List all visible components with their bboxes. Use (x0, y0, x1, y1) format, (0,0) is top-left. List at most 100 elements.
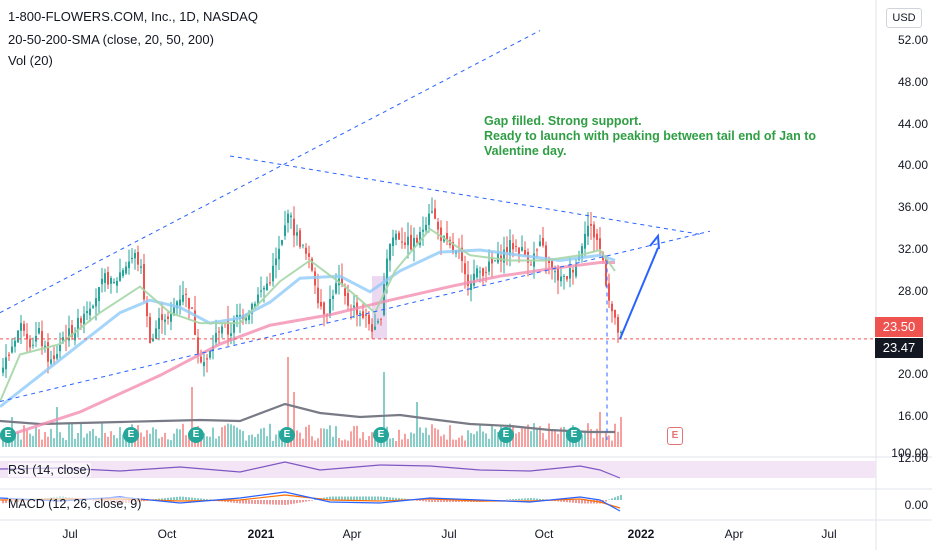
macd-legend[interactable]: MACD (12, 26, close, 9) (8, 497, 142, 511)
volume-bar (119, 427, 121, 447)
candle-body (428, 213, 430, 226)
volume-bar (461, 435, 463, 447)
macd-histogram-bar (536, 498, 538, 500)
volume-bar (425, 427, 427, 447)
candle-body (248, 312, 250, 321)
earnings-marker-icon[interactable]: E (373, 427, 389, 443)
candle-body (200, 356, 202, 363)
candle-body (617, 317, 619, 333)
candle-body (164, 319, 166, 322)
earnings-marker-icon[interactable]: E (566, 427, 582, 443)
macd-histogram-bar (296, 500, 298, 504)
candle-body (80, 318, 82, 323)
earnings-marker-icon[interactable]: E (498, 427, 514, 443)
volume-bar (308, 424, 310, 447)
macd-histogram-bar (557, 500, 559, 502)
candle-body (434, 208, 436, 219)
volume-legend[interactable]: Vol (20) (8, 53, 53, 68)
candle-body (77, 317, 79, 330)
candle-body (512, 243, 514, 250)
macd-histogram-bar (206, 499, 208, 500)
candle-body (476, 268, 478, 278)
earnings-marker-icon[interactable]: E (0, 427, 16, 443)
macd-histogram-bar (335, 496, 337, 500)
macd-histogram-bar (248, 500, 250, 504)
candle-body (95, 298, 97, 307)
candle-body (50, 359, 52, 364)
volume-bar (347, 440, 349, 447)
volume-bar (239, 429, 241, 447)
macd-histogram-bar (290, 500, 292, 505)
earnings-marker-icon[interactable]: E (188, 427, 204, 443)
candle-body (116, 280, 118, 286)
volume-bar (392, 438, 394, 447)
candle-body (119, 272, 121, 281)
volume-bar (581, 434, 583, 447)
candle-body (404, 242, 406, 245)
candle-body (365, 314, 367, 316)
macd-histogram-bar (275, 500, 277, 505)
volume-bar (101, 423, 103, 447)
candle-body (185, 293, 187, 295)
candle-body (236, 314, 238, 318)
volume-bar (245, 440, 247, 447)
volume-bar (470, 433, 472, 447)
candle-body (182, 294, 184, 302)
macd-histogram-bar (173, 497, 175, 500)
candle-body (56, 353, 58, 359)
macd-axis-tick: 0.00 (904, 498, 928, 512)
sma-indicator-legend[interactable]: 20-50-200-SMA (close, 20, 50, 200) (8, 32, 214, 47)
macd-histogram-bar (443, 500, 445, 502)
currency-button[interactable]: USD (886, 8, 922, 28)
earnings-marker-icon[interactable]: E (279, 427, 295, 443)
candle-body (104, 273, 106, 283)
volume-bar (83, 437, 85, 447)
candle-body (572, 269, 574, 273)
macd-histogram-bar (260, 500, 262, 505)
macd-histogram-bar (569, 500, 571, 503)
volume-bar (140, 432, 142, 447)
candle-body (341, 276, 343, 285)
volume-bar (374, 439, 376, 447)
volume-bar (536, 429, 538, 447)
volume-bar (416, 402, 418, 447)
volume-bar (488, 438, 490, 447)
volume-bar (389, 438, 391, 447)
price-tick-label: 36.00 (897, 200, 928, 215)
candle-body (587, 225, 589, 237)
time-tick-label: Jul (441, 527, 457, 541)
volume-bar (164, 432, 166, 447)
price-tick-label: 52.00 (897, 33, 928, 47)
macd-histogram-bar (308, 500, 310, 502)
candle-body (548, 259, 550, 264)
candle-body (494, 260, 496, 262)
volume-bar (479, 424, 481, 447)
macd-histogram-bar (362, 496, 364, 500)
symbol-title[interactable]: 1-800-FLOWERS.COM, Inc., 1D, NASDAQ (8, 9, 258, 24)
candle-body (407, 236, 409, 246)
projection-arrow (619, 247, 659, 340)
rsi-legend[interactable]: RSI (14, close) (8, 463, 91, 477)
volume-bar (269, 423, 271, 447)
candle-body (422, 229, 424, 232)
candle-body (560, 276, 562, 282)
candle-body (26, 333, 28, 340)
earnings-marker-icon[interactable]: E (123, 427, 139, 443)
macd-histogram-bar (530, 498, 532, 500)
candle-body (158, 318, 160, 330)
volume-bar (602, 437, 604, 447)
macd-histogram-bar (542, 499, 544, 500)
candle-body (305, 247, 307, 254)
macd-histogram-bar (266, 500, 268, 505)
candle-body (440, 227, 442, 241)
volume-bar (476, 431, 478, 447)
projection-arrowhead (649, 233, 660, 250)
candle-body (380, 318, 382, 320)
future-earnings-marker-icon[interactable]: E (667, 427, 683, 445)
macd-histogram-bar (236, 500, 238, 504)
candle-body (299, 230, 301, 247)
candle-body (563, 275, 565, 277)
macd-histogram-bar (368, 496, 370, 500)
